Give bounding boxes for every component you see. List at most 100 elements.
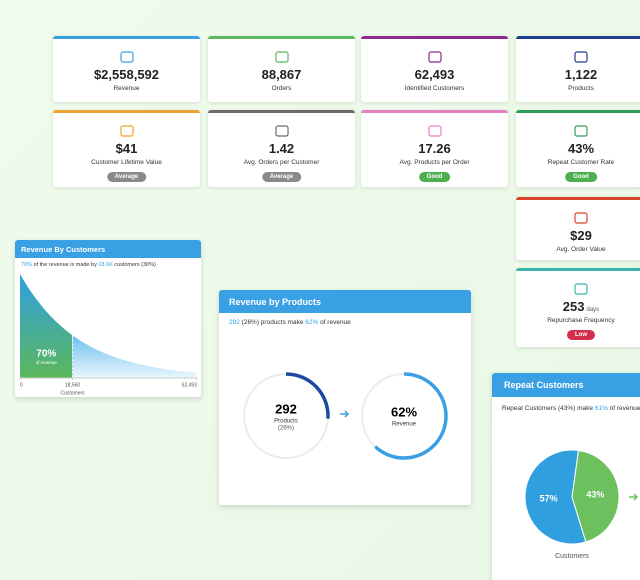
kpi-icon xyxy=(574,51,588,63)
kpi-value: 17.26 xyxy=(361,141,508,156)
tail-area xyxy=(72,335,197,378)
x-tick-label: 62,493 xyxy=(182,382,198,388)
panel-title: Revenue by Products xyxy=(229,296,322,307)
kpi-card: $29 Avg. Order Value xyxy=(516,197,640,260)
subtitle-part: of revenue xyxy=(318,319,351,326)
x-tick-label: 18,560 xyxy=(65,382,81,388)
kpi-badge: Good xyxy=(565,172,597,182)
products-rings: 292 Products(26%) 62% Revenue xyxy=(243,372,448,460)
pie-slice xyxy=(571,449,620,543)
kpi-unit: days xyxy=(586,307,600,313)
repeat-customers-panel: Repeat Customers Repeat Customers (43%) m… xyxy=(492,373,640,580)
arrow xyxy=(340,410,350,418)
icon-shape xyxy=(119,51,134,63)
panel-header: Revenue by Products xyxy=(219,290,471,313)
kpi-badge: Average xyxy=(106,172,147,182)
icon-shape xyxy=(574,125,588,137)
x-axis-label: Customers xyxy=(60,390,85,396)
kpi-label: Revenue xyxy=(113,85,140,92)
x-tick-label: 0 xyxy=(20,382,23,388)
kpi-badge: Low xyxy=(567,330,595,340)
kpi-label: Repurchase Frequency xyxy=(547,317,615,324)
icon-shape xyxy=(427,51,442,63)
kpi-value: 1,122 xyxy=(516,67,640,82)
icon-shape xyxy=(274,51,289,63)
icon-shape xyxy=(427,125,442,137)
kpi-value-text: 17.26 xyxy=(418,141,451,156)
kpi-value: $2,558,592 xyxy=(53,67,200,82)
kpi-card: $41 Customer Lifetime Value Average xyxy=(53,110,200,187)
share-caption: of revenue xyxy=(36,360,58,365)
kpi-card: 43% Repeat Customer Rate Good xyxy=(516,110,640,187)
kpi-label: Products xyxy=(568,85,594,92)
kpi-label: Customer Lifetime Value xyxy=(91,159,162,166)
panel-title: Revenue By Customers xyxy=(21,244,106,254)
kpi-label: Orders xyxy=(271,85,292,92)
kpi-icon xyxy=(427,125,442,137)
kpi-value: $41 xyxy=(53,141,200,156)
kpi-value-text: 253 xyxy=(562,299,585,314)
kpi-value-text: $2,558,592 xyxy=(93,67,160,82)
subtitle-part: Repeat Customers (43%) make xyxy=(502,405,595,412)
kpi-label: Repeat Customer Rate xyxy=(547,159,615,166)
pie-slice xyxy=(524,449,587,545)
subtitle-part: 18.6K xyxy=(98,262,113,268)
kpi-value: 1.42 xyxy=(208,141,355,156)
ring-label: Products xyxy=(274,419,298,425)
kpi-value: 43% xyxy=(516,141,640,156)
kpi-value-text: 1.42 xyxy=(268,141,295,156)
ring-value: 292 xyxy=(275,401,297,416)
kpi-value-text: $41 xyxy=(115,141,138,156)
subtitle-part: 292 xyxy=(229,319,240,326)
kpi-label: Avg. Products per Order xyxy=(399,159,470,166)
pie-chart: 57% 43% Customers xyxy=(524,449,639,560)
kpi-value-text: 88,867 xyxy=(261,67,302,82)
kpi-icon xyxy=(274,125,289,137)
kpi-icon xyxy=(574,283,588,295)
kpi-icon xyxy=(574,212,588,224)
kpi-label: Avg. Order Value xyxy=(556,246,606,253)
panel-subtitle: 70% of the revenue is made by 18.6K cust… xyxy=(21,262,156,268)
subtitle-part: (26%) products make xyxy=(239,319,306,326)
kpi-value: 253 days xyxy=(516,299,640,314)
kpi-icon xyxy=(574,125,588,137)
icon-shape xyxy=(274,125,289,137)
kpi-value: 62,493 xyxy=(361,67,508,82)
icon-shape xyxy=(574,212,588,224)
icon-shape xyxy=(574,283,588,295)
ring-arc xyxy=(285,372,330,419)
kpi-value-text: 43% xyxy=(567,141,595,156)
slice-label: 43% xyxy=(586,489,604,499)
kpi-value: $29 xyxy=(516,228,640,243)
kpi-value-text: 62,493 xyxy=(414,67,455,82)
revenue-by-customers-panel: Revenue By Customers 70% of the revenue i… xyxy=(15,240,201,397)
share-label: 70% xyxy=(36,349,56,360)
kpi-card: 253 days Repurchase Frequency Low xyxy=(516,268,640,347)
subtitle-part: 70% xyxy=(21,262,33,268)
kpi-value-text: $29 xyxy=(570,228,592,243)
kpi-card: 1,122 Products xyxy=(516,36,640,102)
ring-value: 62% xyxy=(391,404,417,419)
subtitle-part: 62% xyxy=(305,319,319,326)
kpi-icon xyxy=(274,51,289,63)
kpi-card: 17.26 Avg. Products per Order Good xyxy=(361,110,508,187)
highlight-area xyxy=(20,274,73,378)
subtitle-part: of the revenue is made by xyxy=(32,262,99,268)
kpi-badge: Good xyxy=(418,172,451,182)
panel-header: Repeat Customers xyxy=(492,373,640,397)
subtitle-part: of revenue xyxy=(607,405,640,412)
panel-subtitle: Repeat Customers (43%) make 61% of reven… xyxy=(502,405,640,412)
kpi-label: Avg. Orders per Customer xyxy=(243,159,320,166)
kpi-value-text: 1,122 xyxy=(564,67,598,82)
kpi-icon xyxy=(119,51,134,63)
kpi-icon xyxy=(427,51,442,63)
kpi-label: Identified Customers xyxy=(404,85,465,92)
kpi-card: $2,558,592 Revenue xyxy=(53,36,200,102)
kpi-value: 88,867 xyxy=(208,67,355,82)
icon-shape xyxy=(574,51,588,63)
ring-label: Revenue xyxy=(392,422,417,428)
panel-subtitle: 292 (26%) products make 62% of revenue xyxy=(229,319,351,326)
kpi-card: 1.42 Avg. Orders per Customer Average xyxy=(208,110,355,187)
panel-title: Repeat Customers xyxy=(504,380,584,390)
